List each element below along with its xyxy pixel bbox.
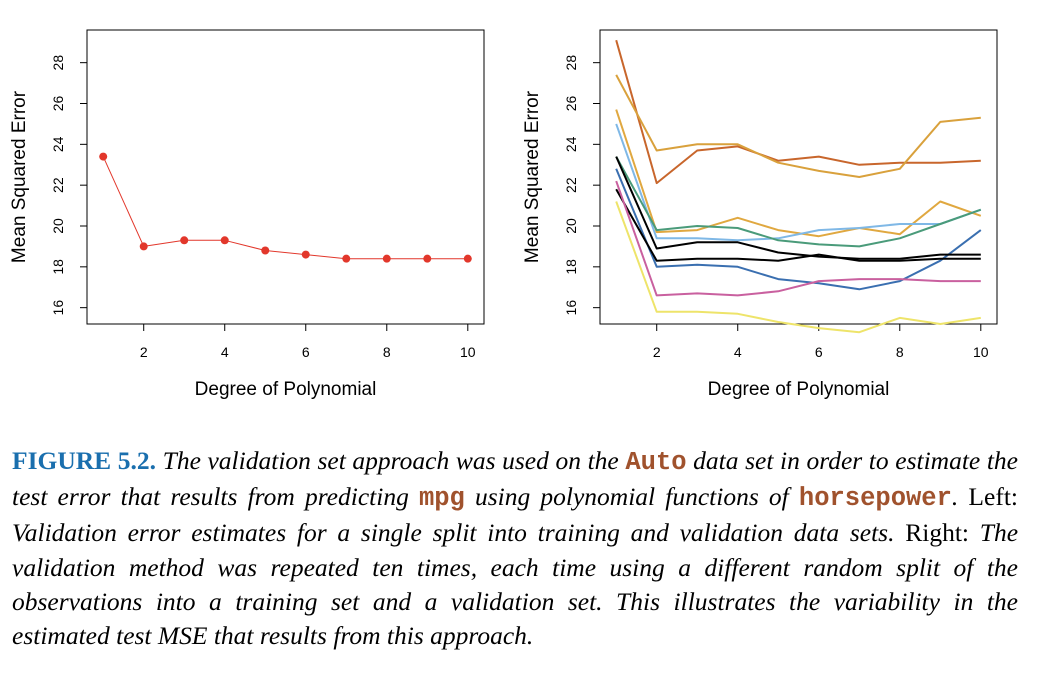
data-point	[382, 254, 391, 263]
x-tick-label: 6	[815, 344, 823, 360]
y-tick-label: 26	[563, 96, 579, 112]
y-tick-label: 26	[50, 96, 66, 112]
y-tick-label: 20	[563, 218, 579, 234]
data-point	[99, 152, 108, 161]
x-tick-label: 8	[383, 344, 391, 360]
y-tick-label: 20	[50, 218, 66, 234]
caption-label: FIGURE 5.2.	[12, 446, 157, 475]
y-tick-label: 18	[50, 259, 66, 275]
caption-text: Validation error estimates for a single …	[12, 518, 895, 548]
series-line	[615, 109, 982, 238]
caption-text: using polynomial functions of	[464, 482, 799, 512]
y-tick-label: 28	[50, 55, 66, 71]
x-tick-label: 2	[140, 344, 148, 360]
data-point	[423, 254, 432, 263]
caption-text: data set in order to estimate the test e…	[12, 446, 1018, 512]
caption-text: .	[951, 482, 959, 512]
x-tick-label: 10	[973, 344, 989, 360]
figure-caption: FIGURE 5.2. The validation set approach …	[12, 444, 1018, 653]
plot-frame	[86, 29, 485, 325]
y-tick-label: 16	[563, 300, 579, 316]
y-tick-label: 22	[50, 177, 66, 193]
x-tick-label: 4	[734, 344, 742, 360]
y-tick-label: 22	[563, 177, 579, 193]
data-point	[139, 242, 148, 251]
y-axis-label: Mean Squared Error	[9, 90, 30, 263]
data-point	[342, 254, 351, 263]
y-tick-label: 18	[563, 259, 579, 275]
x-tick-label: 10	[460, 344, 476, 360]
series-line	[615, 201, 981, 334]
series-line	[615, 168, 982, 291]
x-axis-label: Degree of Polynomial	[708, 379, 890, 400]
x-axis-label: Degree of Polynomial	[195, 379, 377, 400]
caption-code-horsepower: horsepower	[798, 484, 952, 514]
series-line	[615, 123, 982, 242]
caption-code-mpg: mpg	[418, 484, 465, 514]
data-point	[261, 246, 270, 255]
x-tick-label: 6	[302, 344, 310, 360]
caption-text: The validation set approach was used on …	[156, 446, 626, 475]
caption-left-label: Left:	[958, 482, 1018, 512]
y-tick-label: 24	[50, 136, 66, 152]
series-line	[615, 74, 981, 178]
x-tick-label: 8	[896, 344, 904, 360]
data-point	[463, 254, 472, 263]
caption-right-label: Right:	[894, 518, 980, 548]
series-line	[615, 39, 981, 185]
y-tick-label: 28	[563, 55, 579, 71]
series-line	[615, 156, 982, 248]
x-tick-label: 2	[653, 344, 661, 360]
series-line	[615, 188, 981, 262]
y-tick-label: 24	[563, 136, 579, 152]
series-line	[615, 156, 981, 260]
data-point	[220, 236, 229, 245]
y-tick-label: 16	[50, 300, 66, 316]
x-tick-label: 4	[221, 344, 229, 360]
data-point	[180, 236, 189, 245]
data-point	[301, 250, 310, 259]
caption-text: The validation method was repeated ten t…	[12, 518, 1019, 651]
plot-frame	[599, 29, 998, 325]
caption-code-auto: Auto	[625, 448, 687, 477]
series-line	[102, 156, 468, 260]
series-line	[615, 180, 981, 297]
y-axis-label: Mean Squared Error	[522, 90, 543, 263]
